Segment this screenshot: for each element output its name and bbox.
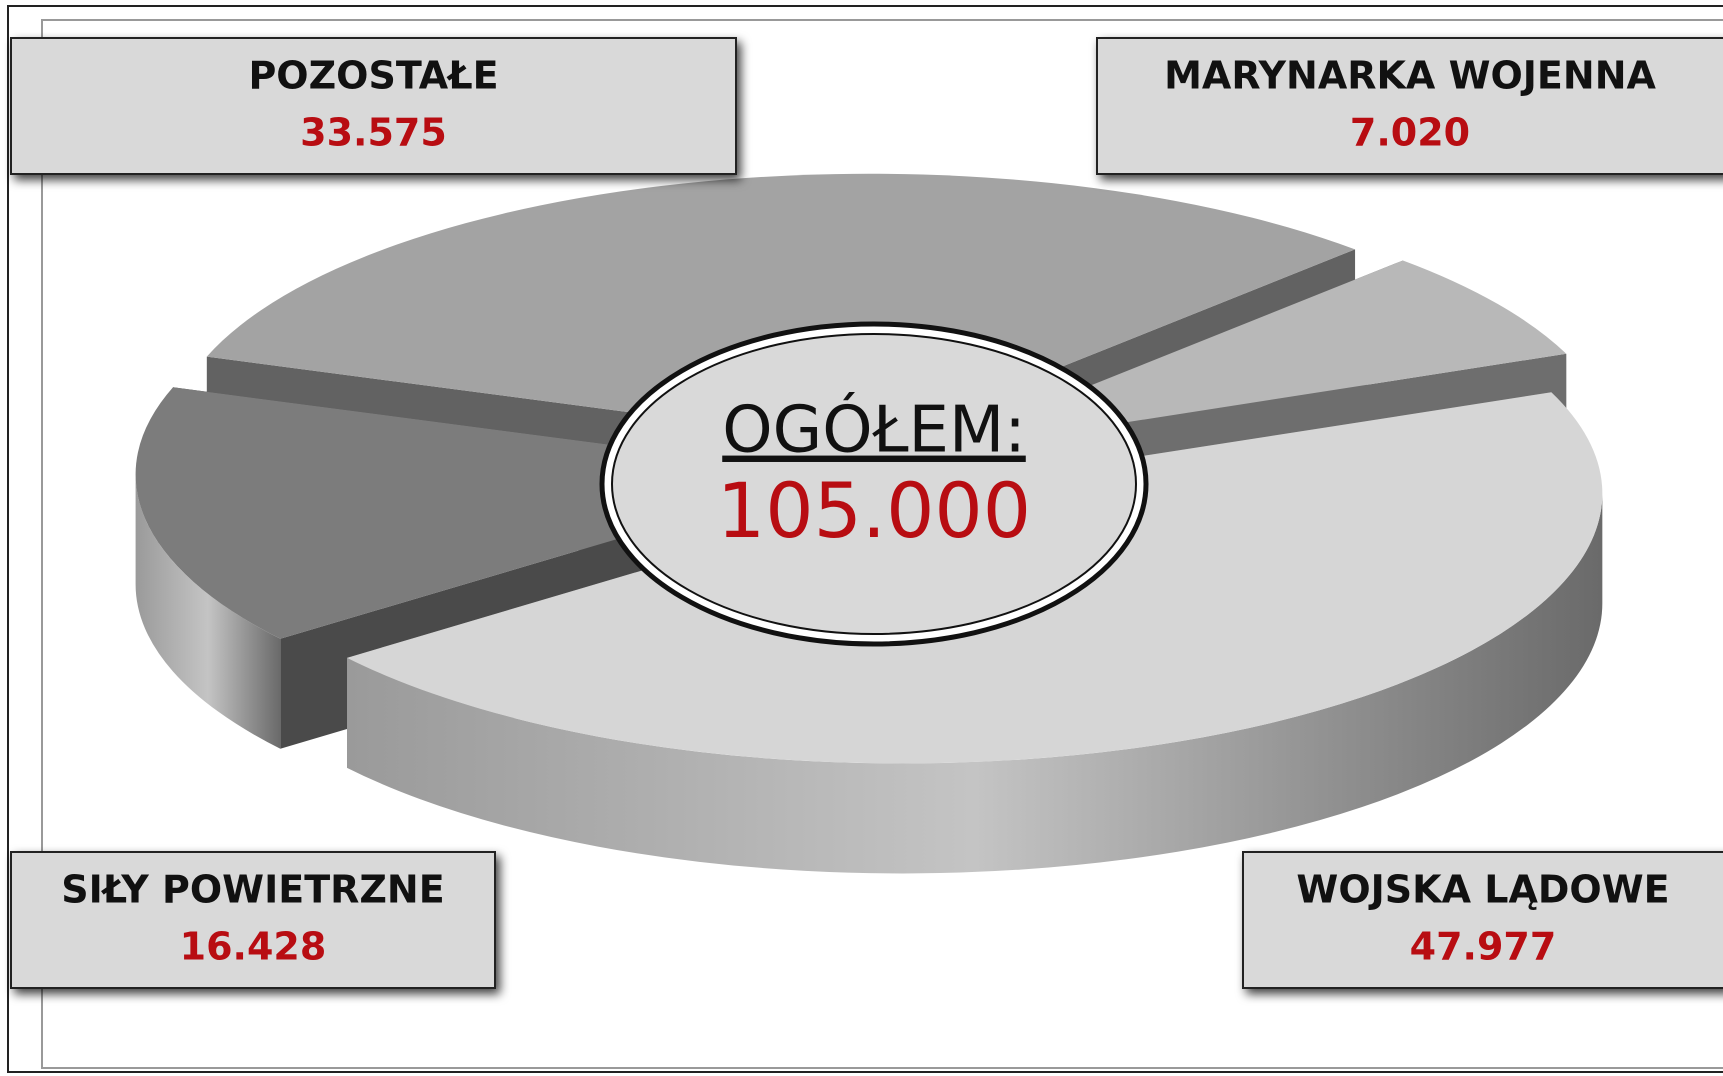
category-label: POZOSTAŁE <box>248 54 498 98</box>
chart: OGÓŁEM: 105.000 WOJSKA LĄDOWE 47.977 SIŁY … <box>0 0 1723 1076</box>
category-label: WOJSKA LĄDOWE <box>1296 868 1669 912</box>
category-label: SIŁY POWIETRZNE <box>61 868 444 912</box>
value-label: 16.428 <box>180 925 327 969</box>
value-label: 7.020 <box>1350 111 1470 155</box>
total-value: 105.000 <box>717 466 1031 555</box>
center-title: OGÓŁEM: <box>722 392 1026 468</box>
page: OGÓŁEM: 105.000 WOJSKA LĄDOWE 47.977 SIŁY … <box>0 0 1723 1076</box>
value-label: 33.575 <box>300 111 447 155</box>
center-label: OGÓŁEM: 105.000 <box>602 324 1146 644</box>
category-label: MARYNARKA WOJENNA <box>1164 54 1656 98</box>
value-label: 47.977 <box>1410 925 1557 969</box>
